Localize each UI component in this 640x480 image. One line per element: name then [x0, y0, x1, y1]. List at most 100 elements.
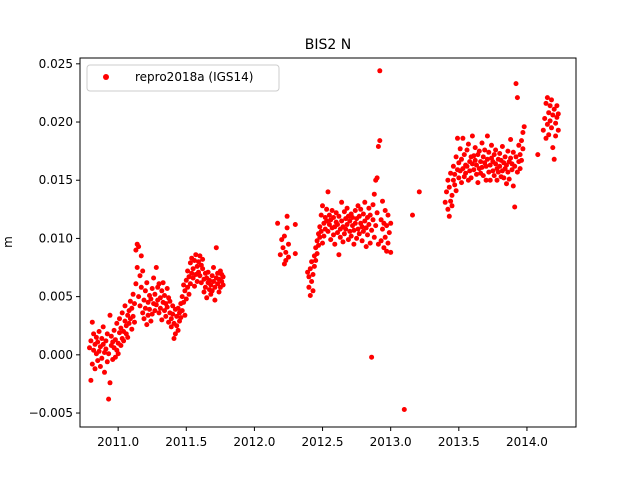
data-point: [460, 135, 466, 141]
data-point: [505, 148, 511, 154]
data-point: [213, 245, 219, 251]
data-point: [309, 259, 315, 265]
data-point: [444, 189, 449, 195]
data-point: [331, 232, 336, 238]
x-tick-label: 2013.5: [438, 435, 480, 449]
data-point: [317, 224, 323, 230]
data-point: [156, 281, 162, 287]
data-point: [106, 351, 112, 357]
data-point: [453, 188, 459, 194]
x-axis: 2011.0 2011.5 2012.0 2012.5 2013.0 2013.5 2014…: [97, 427, 548, 449]
data-point: [194, 263, 200, 269]
data-point: [416, 189, 422, 195]
data-point: [367, 240, 373, 246]
data-point: [356, 213, 362, 219]
data-point: [510, 183, 516, 189]
data-point: [325, 189, 331, 195]
data-point: [104, 331, 110, 337]
data-point: [187, 260, 193, 266]
data-point: [164, 304, 170, 310]
data-point: [122, 303, 128, 309]
data-point: [543, 135, 549, 141]
data-point: [460, 166, 466, 172]
data-point: [363, 244, 369, 250]
data-point: [347, 218, 353, 224]
data-point: [91, 331, 97, 337]
data-point: [352, 208, 358, 213]
data-point: [187, 281, 193, 287]
data-point: [359, 238, 365, 244]
x-tick-label: 2011.5: [165, 435, 207, 449]
data-point: [183, 277, 189, 283]
data-point: [202, 284, 208, 290]
data-point: [370, 217, 376, 223]
data-point: [474, 171, 479, 177]
data-point: [100, 341, 106, 347]
data-point: [482, 147, 488, 153]
data-point: [549, 125, 554, 131]
data-point: [189, 270, 195, 276]
data-point: [363, 225, 369, 231]
data-point: [513, 81, 519, 87]
data-point: [97, 364, 103, 369]
data-point: [314, 251, 320, 257]
data-point: [514, 169, 520, 175]
data-point: [464, 147, 470, 153]
data-point: [469, 161, 475, 167]
data-point: [442, 199, 448, 205]
data-point: [201, 289, 207, 295]
data-point: [547, 103, 553, 109]
data-point: [461, 152, 467, 158]
data-point: [453, 154, 459, 160]
data-point: [362, 218, 368, 224]
data-point: [126, 320, 132, 326]
data-point: [341, 231, 347, 237]
y-tick-label: 0.010: [39, 231, 73, 245]
data-point: [148, 296, 154, 302]
data-point: [365, 232, 370, 238]
data-point: [517, 166, 523, 172]
data-point: [546, 132, 552, 138]
data-point: [277, 252, 283, 258]
data-point: [347, 228, 353, 234]
data-point: [132, 319, 137, 325]
data-point: [185, 284, 191, 290]
data-point: [140, 310, 146, 316]
data-point: [216, 289, 222, 295]
data-point: [103, 346, 109, 352]
x-tick-label: 2012.5: [302, 435, 344, 449]
data-point: [89, 361, 95, 367]
data-point: [472, 157, 478, 163]
data-point: [512, 163, 518, 169]
data-point: [197, 273, 203, 279]
data-point: [553, 133, 559, 139]
data-point: [367, 212, 373, 218]
data-point: [388, 249, 394, 255]
data-point: [164, 286, 170, 291]
data-point: [136, 244, 142, 250]
data-point: [209, 273, 215, 279]
data-point: [491, 173, 497, 179]
data-point: [480, 154, 486, 160]
data-point: [471, 167, 477, 173]
data-point: [205, 269, 211, 275]
data-point: [100, 324, 106, 330]
y-tick-label: 0.025: [39, 57, 73, 71]
data-point: [464, 163, 470, 169]
plot-frame: [79, 57, 577, 428]
data-point: [114, 320, 120, 326]
data-point: [167, 298, 173, 304]
data-point: [489, 142, 494, 148]
data-point: [211, 265, 216, 270]
data-point: [340, 239, 346, 245]
data-point: [138, 253, 144, 259]
data-point: [162, 308, 167, 314]
data-point: [193, 252, 199, 258]
x-tick-label: 2012.0: [233, 435, 275, 449]
data-points: [87, 68, 561, 412]
data-point: [137, 273, 143, 279]
data-point: [190, 266, 196, 272]
data-point: [378, 217, 384, 223]
data-point: [152, 291, 158, 297]
data-point: [129, 305, 135, 311]
